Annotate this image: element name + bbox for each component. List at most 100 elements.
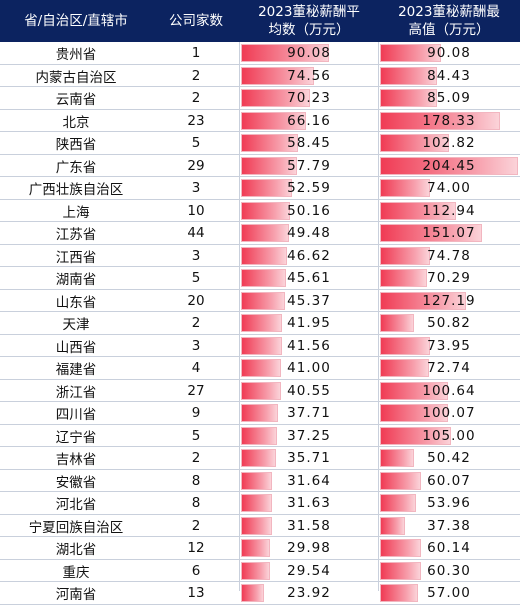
company-count-cell-text: 4 bbox=[191, 360, 201, 376]
province-cell-text: 浙江省 bbox=[55, 384, 97, 401]
company-count-cell-text: 3 bbox=[191, 180, 201, 196]
avg-salary-bar bbox=[241, 224, 290, 242]
company-count-cell-text: 12 bbox=[187, 540, 205, 556]
avg-salary-cell-text: 52.59 bbox=[287, 180, 331, 196]
company-count-cell: 2 bbox=[152, 447, 240, 469]
avg-salary-cell-text: 31.58 bbox=[287, 517, 331, 534]
header-company-count: 公司家数 bbox=[169, 13, 223, 29]
max-salary-cell-text: 105.00 bbox=[422, 427, 476, 444]
avg-salary-bar bbox=[241, 66, 314, 85]
table-body: 贵州省 1 90.08 90.08 内蒙古自治区 2 74.56 84.43 云南省 2 70.23… bbox=[0, 42, 520, 605]
province-cell-text: 江西省 bbox=[55, 249, 97, 266]
table-row: 安徽省 8 31.64 60.07 bbox=[0, 470, 520, 492]
avg-salary-cell: 66.16 bbox=[240, 110, 378, 132]
province-cell: 上海 bbox=[0, 200, 152, 222]
company-count-cell-text: 1 bbox=[191, 45, 201, 61]
max-salary-cell-text: 84.43 bbox=[427, 67, 471, 84]
province-cell: 重庆 bbox=[0, 560, 152, 582]
company-count-cell-text: 29 bbox=[187, 157, 205, 174]
max-salary-bar bbox=[380, 111, 501, 130]
avg-salary-cell-text: 40.55 bbox=[287, 382, 331, 399]
avg-salary-cell-text: 41.56 bbox=[287, 337, 331, 354]
company-count-cell: 5 bbox=[152, 267, 240, 289]
max-salary-cell-text: 60.30 bbox=[427, 562, 471, 579]
max-salary-cell: 60.30 bbox=[378, 560, 520, 582]
max-salary-cell-text: 102.82 bbox=[422, 135, 476, 151]
avg-salary-cell: 37.71 bbox=[240, 402, 378, 424]
max-salary-bar bbox=[380, 314, 415, 332]
max-salary-bar bbox=[380, 179, 430, 197]
avg-salary-cell-text: 29.98 bbox=[287, 540, 331, 556]
table-row: 贵州省 1 90.08 90.08 bbox=[0, 42, 520, 65]
max-salary-bar bbox=[380, 471, 421, 490]
table-row: 天津 2 41.95 50.82 bbox=[0, 312, 520, 335]
avg-salary-cell-text: 66.16 bbox=[287, 112, 331, 129]
province-cell-text: 吉林省 bbox=[55, 452, 97, 468]
table-row: 陕西省 5 58.45 102.82 bbox=[0, 132, 520, 155]
company-count-cell: 23 bbox=[152, 110, 240, 132]
max-salary-cell: 37.38 bbox=[378, 515, 520, 537]
max-salary-cell-text: 53.96 bbox=[427, 495, 471, 511]
avg-salary-cell: 46.62 bbox=[240, 245, 378, 267]
avg-salary-bar bbox=[241, 291, 286, 310]
company-count-cell: 3 bbox=[152, 335, 240, 357]
company-count-cell-text: 2 bbox=[191, 90, 201, 106]
max-salary-cell: 100.64 bbox=[378, 380, 520, 402]
company-count-cell: 9 bbox=[152, 402, 240, 424]
province-cell: 广东省 bbox=[0, 155, 152, 177]
avg-salary-cell: 45.37 bbox=[240, 290, 378, 312]
avg-salary-cell-text: 45.61 bbox=[287, 270, 331, 286]
province-cell-text: 内蒙古自治区 bbox=[35, 69, 117, 86]
company-count-cell-text: 27 bbox=[187, 382, 205, 399]
avg-salary-cell: 70.23 bbox=[240, 87, 378, 109]
max-salary-bar bbox=[380, 201, 457, 220]
max-salary-cell-text: 90.08 bbox=[427, 45, 471, 61]
max-salary-cell: 151.07 bbox=[378, 222, 520, 244]
province-cell-text: 上海 bbox=[62, 204, 90, 221]
table-header: 省/自治区/直辖市 公司家数 2023董秘薪酬平 均数（万元） 2023董秘薪酬… bbox=[0, 0, 520, 42]
max-salary-bar bbox=[380, 336, 430, 355]
avg-salary-cell: 50.16 bbox=[240, 200, 378, 222]
province-cell: 湖北省 bbox=[0, 537, 152, 559]
company-count-cell: 8 bbox=[152, 492, 240, 514]
avg-salary-cell-text: 41.95 bbox=[287, 315, 331, 331]
max-salary-bar bbox=[380, 449, 415, 467]
company-count-cell-text: 20 bbox=[187, 292, 205, 309]
avg-salary-cell: 45.61 bbox=[240, 267, 378, 289]
avg-salary-bar bbox=[241, 381, 281, 400]
province-cell: 广西壮族自治区 bbox=[0, 177, 152, 199]
avg-salary-cell: 29.98 bbox=[240, 537, 378, 559]
avg-salary-cell-text: 37.71 bbox=[287, 405, 331, 421]
max-salary-bar bbox=[380, 359, 430, 377]
avg-salary-cell: 90.08 bbox=[240, 42, 378, 64]
max-salary-cell: 74.78 bbox=[378, 245, 520, 267]
max-salary-cell-text: 112.94 bbox=[422, 202, 476, 219]
province-cell: 江西省 bbox=[0, 245, 152, 267]
company-count-cell: 27 bbox=[152, 380, 240, 402]
max-salary-bar bbox=[380, 134, 450, 152]
province-cell-text: 贵州省 bbox=[55, 47, 97, 63]
max-salary-cell: 100.07 bbox=[378, 402, 520, 424]
max-salary-bar bbox=[380, 381, 448, 400]
company-count-cell-text: 8 bbox=[191, 472, 201, 489]
max-salary-cell: 102.82 bbox=[378, 132, 520, 154]
avg-salary-bar bbox=[241, 539, 271, 557]
avg-salary-bar bbox=[241, 89, 310, 107]
max-salary-bar bbox=[380, 156, 518, 175]
avg-salary-bar bbox=[241, 561, 270, 580]
table-row: 北京 23 66.16 178.33 bbox=[0, 110, 520, 132]
max-salary-cell: 60.14 bbox=[378, 537, 520, 559]
max-salary-cell: 50.82 bbox=[378, 312, 520, 334]
max-salary-cell-text: 37.38 bbox=[427, 517, 471, 534]
province-cell-text: 辽宁省 bbox=[55, 429, 97, 446]
avg-salary-cell-text: 35.71 bbox=[287, 450, 331, 466]
max-salary-bar bbox=[380, 426, 451, 445]
avg-salary-bar bbox=[241, 201, 290, 220]
company-count-cell: 12 bbox=[152, 537, 240, 559]
province-cell: 山西省 bbox=[0, 335, 152, 357]
company-count-cell-text: 5 bbox=[191, 270, 201, 286]
max-salary-bar bbox=[380, 516, 406, 535]
max-salary-cell-text: 151.07 bbox=[422, 225, 476, 241]
max-salary-cell: 53.96 bbox=[378, 492, 520, 514]
